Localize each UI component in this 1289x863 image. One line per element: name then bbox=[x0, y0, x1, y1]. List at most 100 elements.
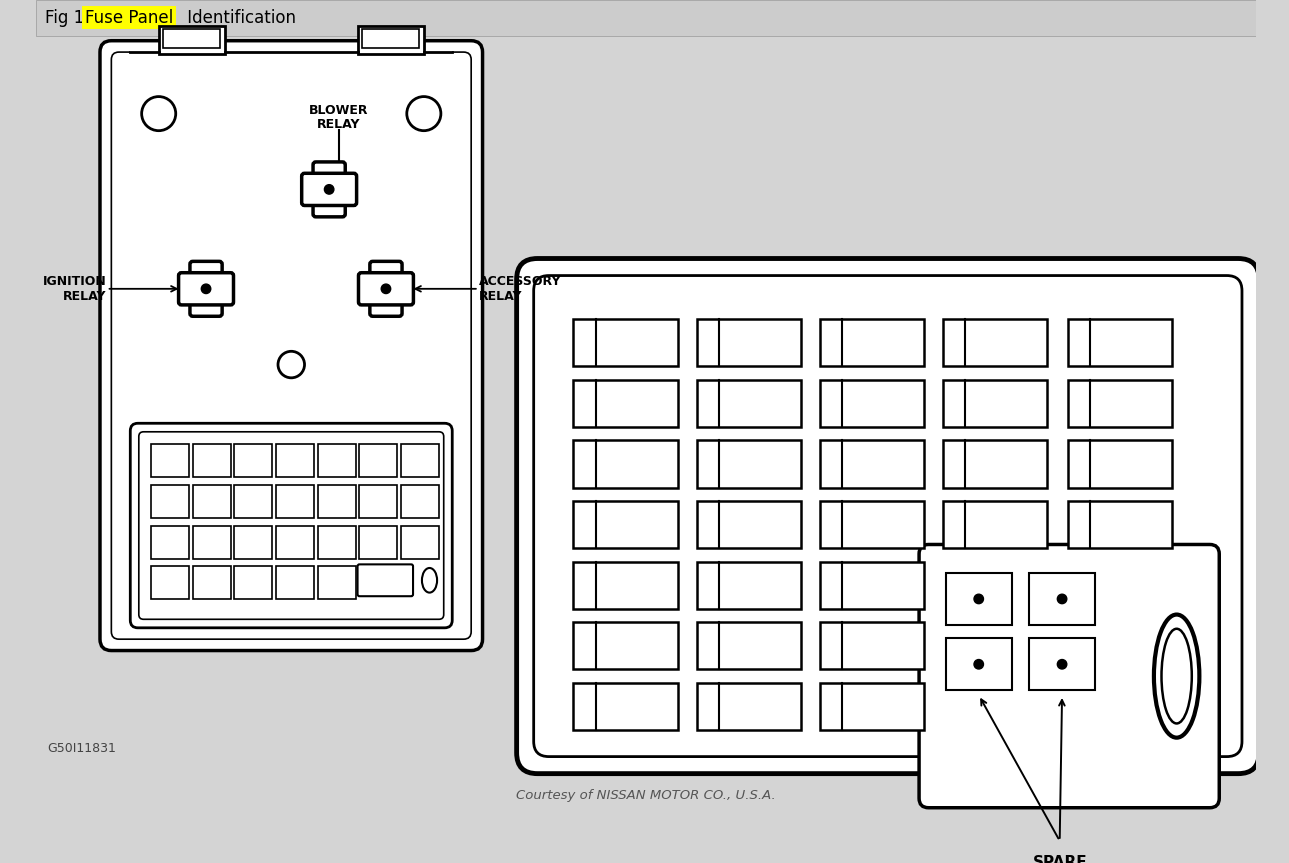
Text: 5: 5 bbox=[1075, 337, 1083, 350]
Text: 15A: 15A bbox=[994, 459, 1018, 469]
Text: 27: 27 bbox=[576, 700, 593, 713]
Bar bbox=[574, 622, 678, 670]
Text: 17: 17 bbox=[700, 518, 715, 531]
Bar bbox=[1067, 440, 1172, 488]
Bar bbox=[1067, 501, 1172, 548]
Bar bbox=[151, 444, 189, 477]
Bar bbox=[820, 440, 924, 488]
Bar bbox=[193, 485, 231, 518]
Bar bbox=[360, 485, 397, 518]
FancyBboxPatch shape bbox=[130, 423, 452, 627]
Text: 20A: 20A bbox=[994, 337, 1018, 348]
Bar bbox=[276, 526, 315, 558]
Bar bbox=[151, 485, 189, 518]
FancyBboxPatch shape bbox=[517, 259, 1259, 773]
Text: 20A: 20A bbox=[1119, 337, 1143, 348]
Circle shape bbox=[142, 97, 175, 130]
Ellipse shape bbox=[422, 568, 437, 593]
Bar bbox=[318, 566, 356, 599]
Text: RELAY: RELAY bbox=[63, 290, 107, 303]
FancyBboxPatch shape bbox=[101, 41, 482, 651]
Text: 22: 22 bbox=[700, 579, 715, 592]
Circle shape bbox=[1057, 659, 1067, 669]
Text: 10A: 10A bbox=[994, 399, 1018, 408]
Bar bbox=[820, 501, 924, 548]
Text: 21: 21 bbox=[576, 579, 593, 592]
Circle shape bbox=[201, 284, 211, 293]
Bar bbox=[946, 573, 1012, 625]
Text: G50I11831: G50I11831 bbox=[46, 741, 116, 754]
Ellipse shape bbox=[1154, 614, 1199, 738]
Text: 24: 24 bbox=[576, 639, 593, 652]
Text: 26: 26 bbox=[822, 639, 839, 652]
Text: 6: 6 bbox=[580, 397, 589, 410]
Text: 10A: 10A bbox=[625, 580, 648, 590]
Bar bbox=[820, 683, 924, 730]
Bar bbox=[1029, 639, 1096, 690]
Text: 7.5A: 7.5A bbox=[623, 459, 651, 469]
Text: -: - bbox=[758, 702, 762, 711]
Bar bbox=[318, 444, 356, 477]
Circle shape bbox=[382, 284, 391, 293]
Text: 7.5A: 7.5A bbox=[869, 641, 897, 651]
FancyBboxPatch shape bbox=[358, 273, 414, 305]
Text: 1: 1 bbox=[581, 337, 589, 350]
Text: 14: 14 bbox=[946, 457, 963, 470]
Text: 10A: 10A bbox=[871, 399, 895, 408]
Bar bbox=[401, 444, 440, 477]
Text: BLOWER: BLOWER bbox=[309, 104, 369, 117]
Text: 16: 16 bbox=[576, 518, 593, 531]
Circle shape bbox=[974, 659, 984, 669]
Text: 7.5A: 7.5A bbox=[623, 399, 651, 408]
Circle shape bbox=[974, 595, 984, 603]
Text: 15A: 15A bbox=[748, 459, 772, 469]
Bar bbox=[164, 29, 220, 48]
Text: 8: 8 bbox=[826, 397, 835, 410]
Bar bbox=[1029, 573, 1096, 625]
Text: 18: 18 bbox=[822, 518, 839, 531]
Circle shape bbox=[407, 97, 441, 130]
Text: 20A: 20A bbox=[871, 337, 895, 348]
Text: 9: 9 bbox=[950, 397, 958, 410]
Bar bbox=[318, 485, 356, 518]
Text: 20: 20 bbox=[1071, 518, 1087, 531]
Bar bbox=[574, 440, 678, 488]
Circle shape bbox=[325, 185, 334, 194]
Bar bbox=[574, 683, 678, 730]
Text: 12: 12 bbox=[700, 457, 715, 470]
Bar bbox=[360, 526, 397, 558]
Bar bbox=[193, 566, 231, 599]
Bar bbox=[235, 566, 272, 599]
Bar bbox=[942, 501, 1047, 548]
Circle shape bbox=[278, 351, 304, 378]
Bar bbox=[151, 566, 189, 599]
Bar bbox=[696, 380, 800, 427]
FancyBboxPatch shape bbox=[189, 261, 222, 316]
Text: 10A: 10A bbox=[1119, 459, 1143, 469]
Text: 7.5A: 7.5A bbox=[746, 399, 775, 408]
Bar bbox=[696, 622, 800, 670]
Circle shape bbox=[1057, 595, 1067, 603]
Text: Fuse Panel: Fuse Panel bbox=[85, 9, 173, 27]
FancyBboxPatch shape bbox=[919, 545, 1219, 808]
Bar bbox=[276, 485, 315, 518]
Bar bbox=[357, 26, 424, 54]
Text: -: - bbox=[880, 702, 886, 711]
Bar bbox=[820, 562, 924, 609]
Bar bbox=[1067, 319, 1172, 367]
Text: 10A: 10A bbox=[748, 520, 772, 530]
Text: 15A: 15A bbox=[748, 337, 772, 348]
Text: 23: 23 bbox=[822, 579, 839, 592]
Bar bbox=[276, 566, 315, 599]
Bar bbox=[820, 622, 924, 670]
Bar bbox=[36, 0, 1257, 36]
Text: 29: 29 bbox=[822, 700, 839, 713]
Bar bbox=[360, 444, 397, 477]
Bar bbox=[942, 380, 1047, 427]
Bar bbox=[820, 319, 924, 367]
Bar bbox=[235, 485, 272, 518]
Bar bbox=[696, 683, 800, 730]
Text: 11: 11 bbox=[576, 457, 593, 470]
FancyBboxPatch shape bbox=[313, 162, 345, 217]
Text: 10A: 10A bbox=[748, 580, 772, 590]
